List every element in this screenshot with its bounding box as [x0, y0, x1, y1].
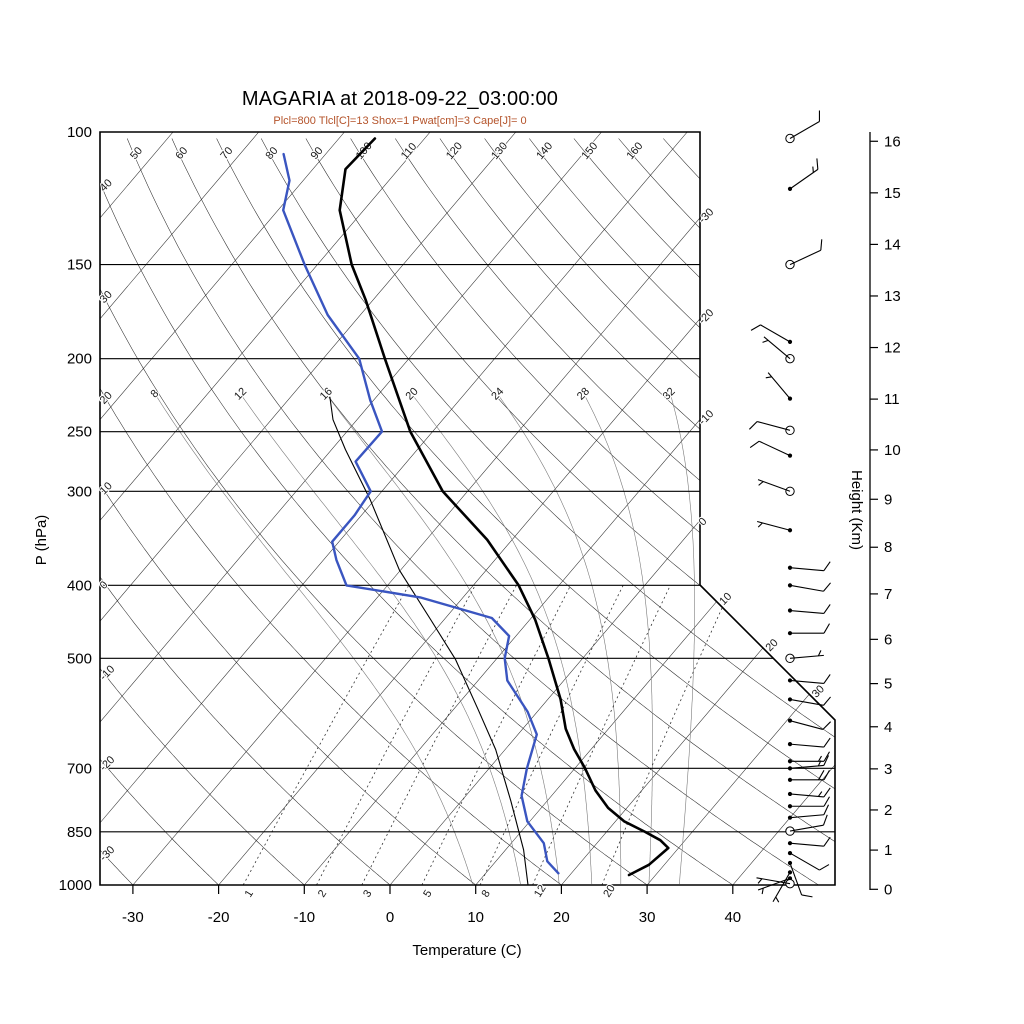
temp-tick-label: -20 — [208, 909, 230, 926]
pressure-tick-label: 400 — [67, 577, 92, 594]
pressure-axis-labels: 100 150 200 250 300 400 500 700 850 1000 — [59, 124, 92, 894]
grid-line-label: 8 — [479, 888, 492, 900]
temp-tick-label: -30 — [122, 909, 144, 926]
grid-line-label: 32 — [661, 386, 678, 403]
grid-line-label: 12 — [232, 386, 249, 403]
grid-line-label: 1 — [243, 888, 256, 900]
height-tick-label: 0 — [884, 881, 892, 898]
pressure-gridlines — [100, 131, 835, 886]
temp-tick-label: 40 — [724, 909, 741, 926]
wind-barbs — [748, 110, 832, 903]
height-tick-label: 14 — [884, 236, 901, 253]
height-tick-label: 5 — [884, 676, 892, 693]
temp-tick-label: -10 — [293, 909, 315, 926]
height-tick-label: 15 — [884, 185, 901, 202]
height-tick-label: 13 — [884, 288, 901, 305]
grid-line-label: 2 — [316, 888, 329, 900]
grid-line-label: 5 — [421, 888, 434, 900]
height-axis-title: Height (Km) — [848, 470, 865, 550]
height-tick-label: 3 — [884, 761, 892, 778]
height-tick-label: 2 — [884, 802, 892, 819]
temp-axis: -30 -20 -10 0 10 20 30 40 — [122, 885, 741, 926]
height-tick-label: 8 — [884, 539, 892, 556]
grid-line-label: 130 — [489, 140, 510, 162]
plot-outline — [99, 131, 836, 886]
pressure-tick-label: 700 — [67, 760, 92, 777]
height-tick-label: 7 — [884, 586, 892, 603]
grid-line-label: 0 — [697, 516, 710, 529]
pressure-tick-label: 1000 — [59, 877, 92, 894]
pressure-tick-label: 250 — [67, 424, 92, 441]
grid-line-label: 150 — [579, 140, 600, 162]
grid-line-label: 140 — [534, 140, 555, 162]
grid-line-label: 110 — [399, 141, 419, 162]
temp-tick-label: 0 — [386, 909, 394, 926]
pressure-tick-label: 500 — [67, 650, 92, 667]
temperature-curve — [338, 137, 670, 877]
pressure-tick-label: 300 — [67, 483, 92, 500]
grid-line-label: 20 — [404, 386, 421, 403]
height-tick-label: 9 — [884, 491, 892, 508]
parcel-curve — [329, 396, 529, 886]
grid-line-label: 28 — [575, 386, 592, 403]
temp-tick-label: 30 — [639, 909, 656, 926]
height-tick-label: 11 — [884, 391, 900, 408]
height-tick-label: 4 — [884, 719, 892, 736]
moist-adiabat-lines — [156, 397, 695, 885]
pressure-axis-title: P (hPa) — [33, 515, 50, 566]
height-tick-label: 12 — [884, 340, 901, 357]
grid-line-label: 3 — [361, 888, 374, 900]
x-axis-title: Temperature (C) — [412, 942, 521, 959]
pressure-tick-label: 150 — [67, 257, 92, 274]
height-tick-label: 16 — [884, 133, 901, 150]
grid-line-label: 24 — [489, 386, 506, 403]
height-tick-label: 10 — [884, 442, 901, 459]
temp-tick-label: 10 — [467, 909, 484, 926]
grid-line-label: 160 — [625, 140, 646, 162]
height-tick-label: 1 — [884, 842, 892, 859]
grid-line-label: 8 — [149, 388, 162, 401]
chart-subtitle: Plcl=800 Tlcl[C]=13 Shox=1 Pwat[cm]=3 Ca… — [273, 115, 527, 127]
temp-tick-label: 20 — [553, 909, 570, 926]
chart-title: MAGARIA at 2018-09-22_03:00:00 — [241, 88, 559, 110]
grid-line-label: 16 — [318, 386, 335, 403]
height-tick-label: 6 — [884, 631, 892, 648]
grid-line-label: 120 — [444, 140, 465, 162]
pressure-tick-label: 100 — [67, 124, 92, 141]
pressure-tick-label: 850 — [67, 824, 92, 841]
dewpoint-curve — [282, 152, 560, 875]
pressure-tick-label: 200 — [67, 351, 92, 368]
